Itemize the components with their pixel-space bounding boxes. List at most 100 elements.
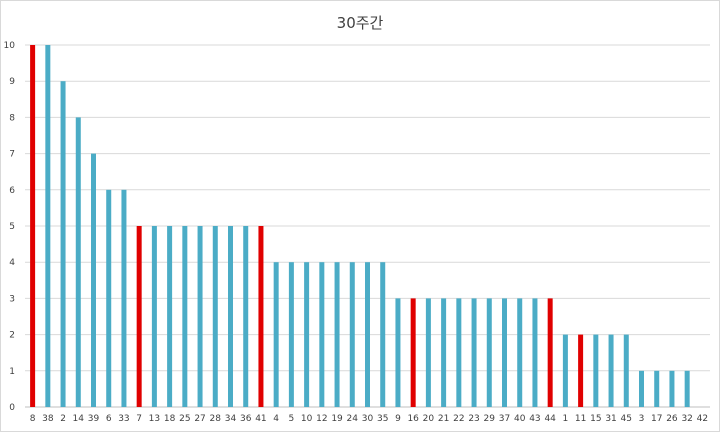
x-tick-label: 7 (136, 414, 142, 424)
x-tick-label: 24 (347, 414, 359, 424)
x-tick-label: 9 (395, 414, 401, 424)
bar (304, 262, 310, 407)
bar (608, 334, 614, 407)
y-tick-label: 1 (9, 367, 15, 377)
bar (456, 298, 462, 407)
bar (365, 262, 370, 407)
x-tick-label: 27 (194, 414, 205, 424)
bar (517, 298, 523, 407)
x-tick-label: 21 (438, 414, 449, 424)
x-tick-label: 15 (590, 414, 601, 424)
bar (547, 298, 553, 407)
x-tick-label: 28 (210, 414, 222, 424)
chart-title: 30주간 (336, 14, 384, 32)
x-tick-label: 37 (499, 414, 510, 424)
x-tick-label: 8 (30, 414, 36, 424)
y-tick-label: 3 (9, 294, 15, 304)
bar (623, 334, 629, 407)
x-tick-label: 17 (651, 414, 662, 424)
bar (502, 298, 507, 407)
bar (410, 298, 416, 407)
x-tick-label: 23 (468, 414, 479, 424)
x-tick-label: 31 (605, 414, 616, 424)
bar (91, 153, 96, 407)
x-tick-label: 1 (563, 414, 569, 424)
bar (441, 298, 447, 407)
bar (273, 262, 279, 407)
x-tick-label: 38 (42, 414, 54, 424)
bar (319, 262, 325, 407)
bar (471, 298, 477, 407)
x-tick-label: 33 (118, 414, 129, 424)
bar (151, 226, 157, 407)
y-tick-label: 4 (9, 258, 15, 268)
bar (654, 370, 660, 407)
bar (578, 334, 584, 407)
x-tick-label: 34 (225, 414, 237, 424)
bar (684, 370, 690, 407)
bar (30, 45, 36, 407)
x-tick-label: 20 (423, 414, 435, 424)
x-tick-label: 43 (529, 414, 540, 424)
bar (486, 298, 492, 407)
x-tick-label: 25 (179, 414, 190, 424)
x-tick-label: 40 (514, 414, 526, 424)
y-tick-label: 8 (9, 113, 15, 123)
bar (228, 226, 233, 407)
bar (395, 298, 401, 407)
y-tick-label: 0 (9, 403, 15, 413)
y-tick-label: 6 (9, 186, 15, 196)
x-tick-label: 13 (149, 414, 160, 424)
x-tick-label: 5 (289, 414, 295, 424)
bar (334, 262, 340, 407)
bar (197, 226, 203, 407)
y-tick-label: 10 (4, 41, 16, 51)
bar (243, 226, 249, 407)
bar (182, 226, 188, 407)
x-tick-label: 26 (666, 414, 678, 424)
bar (106, 189, 112, 407)
bar (288, 262, 294, 407)
x-tick-label: 12 (316, 414, 327, 424)
x-tick-label: 10 (301, 414, 313, 424)
x-tick-label: 2 (60, 414, 66, 424)
x-tick-label: 44 (544, 414, 556, 424)
x-tick-label: 41 (255, 414, 266, 424)
bar (562, 334, 568, 407)
y-tick-label: 7 (9, 150, 15, 160)
x-tick-label: 4 (273, 414, 279, 424)
bar (669, 370, 675, 407)
x-tick-label: 18 (164, 414, 176, 424)
y-tick-label: 2 (9, 331, 15, 341)
bar (349, 262, 355, 407)
x-tick-label: 6 (106, 414, 112, 424)
bar (258, 226, 264, 407)
x-tick-label: 30 (362, 414, 374, 424)
bar (425, 298, 431, 407)
bar (167, 226, 173, 407)
bar (45, 45, 51, 407)
bar (75, 117, 81, 408)
bar (121, 189, 127, 407)
x-tick-label: 3 (639, 414, 645, 424)
x-tick-label: 19 (331, 414, 343, 424)
bar (60, 81, 66, 407)
x-tick-label: 39 (88, 414, 100, 424)
x-tick-label: 11 (575, 414, 586, 424)
x-tick-label: 42 (697, 414, 708, 424)
x-tick-label: 45 (621, 414, 632, 424)
bar (593, 334, 599, 407)
y-tick-label: 9 (9, 77, 15, 87)
bar (136, 226, 142, 407)
y-tick-label: 5 (9, 222, 15, 232)
x-tick-label: 22 (453, 414, 464, 424)
x-tick-label: 35 (377, 414, 388, 424)
bar (212, 226, 218, 407)
bar (380, 262, 386, 407)
x-tick-label: 32 (681, 414, 692, 424)
bar (639, 370, 644, 407)
x-tick-label: 14 (73, 414, 85, 424)
x-tick-label: 36 (240, 414, 252, 424)
